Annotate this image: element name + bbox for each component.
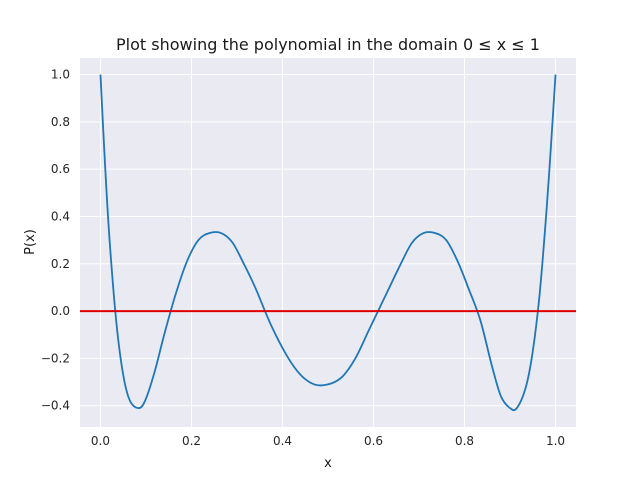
y-tick-label: 0.4 (51, 209, 70, 223)
y-axis-label: P(x) (23, 229, 38, 255)
y-tick-label: −0.4 (41, 399, 70, 413)
x-tick-label: 0.0 (91, 434, 110, 448)
series-group (80, 74, 576, 412)
x-tick-label: 0.8 (455, 434, 474, 448)
y-tick-label: 0.0 (51, 304, 70, 318)
x-axis-label: x (324, 456, 332, 471)
x-tick-label: 0.4 (273, 434, 292, 448)
polynomial-curve (99, 74, 557, 412)
y-tick-label: 0.8 (51, 115, 70, 129)
y-tick-label: 0.2 (51, 257, 70, 271)
y-tick-label: 1.0 (51, 68, 70, 82)
y-tick-label: −0.2 (41, 351, 70, 365)
chart-title: Plot showing the polynomial in the domai… (116, 35, 540, 54)
x-tick-label: 0.2 (182, 434, 201, 448)
x-tick-labels: 0.0 0.2 0.4 0.6 0.8 1.0 (91, 434, 565, 448)
y-tick-labels: −0.4 −0.2 0.0 0.2 0.4 0.6 0.8 1.0 (41, 68, 70, 413)
x-tick-label: 1.0 (546, 434, 565, 448)
y-tick-label: 0.6 (51, 162, 70, 176)
plot-area (80, 58, 576, 427)
x-tick-label: 0.6 (364, 434, 383, 448)
